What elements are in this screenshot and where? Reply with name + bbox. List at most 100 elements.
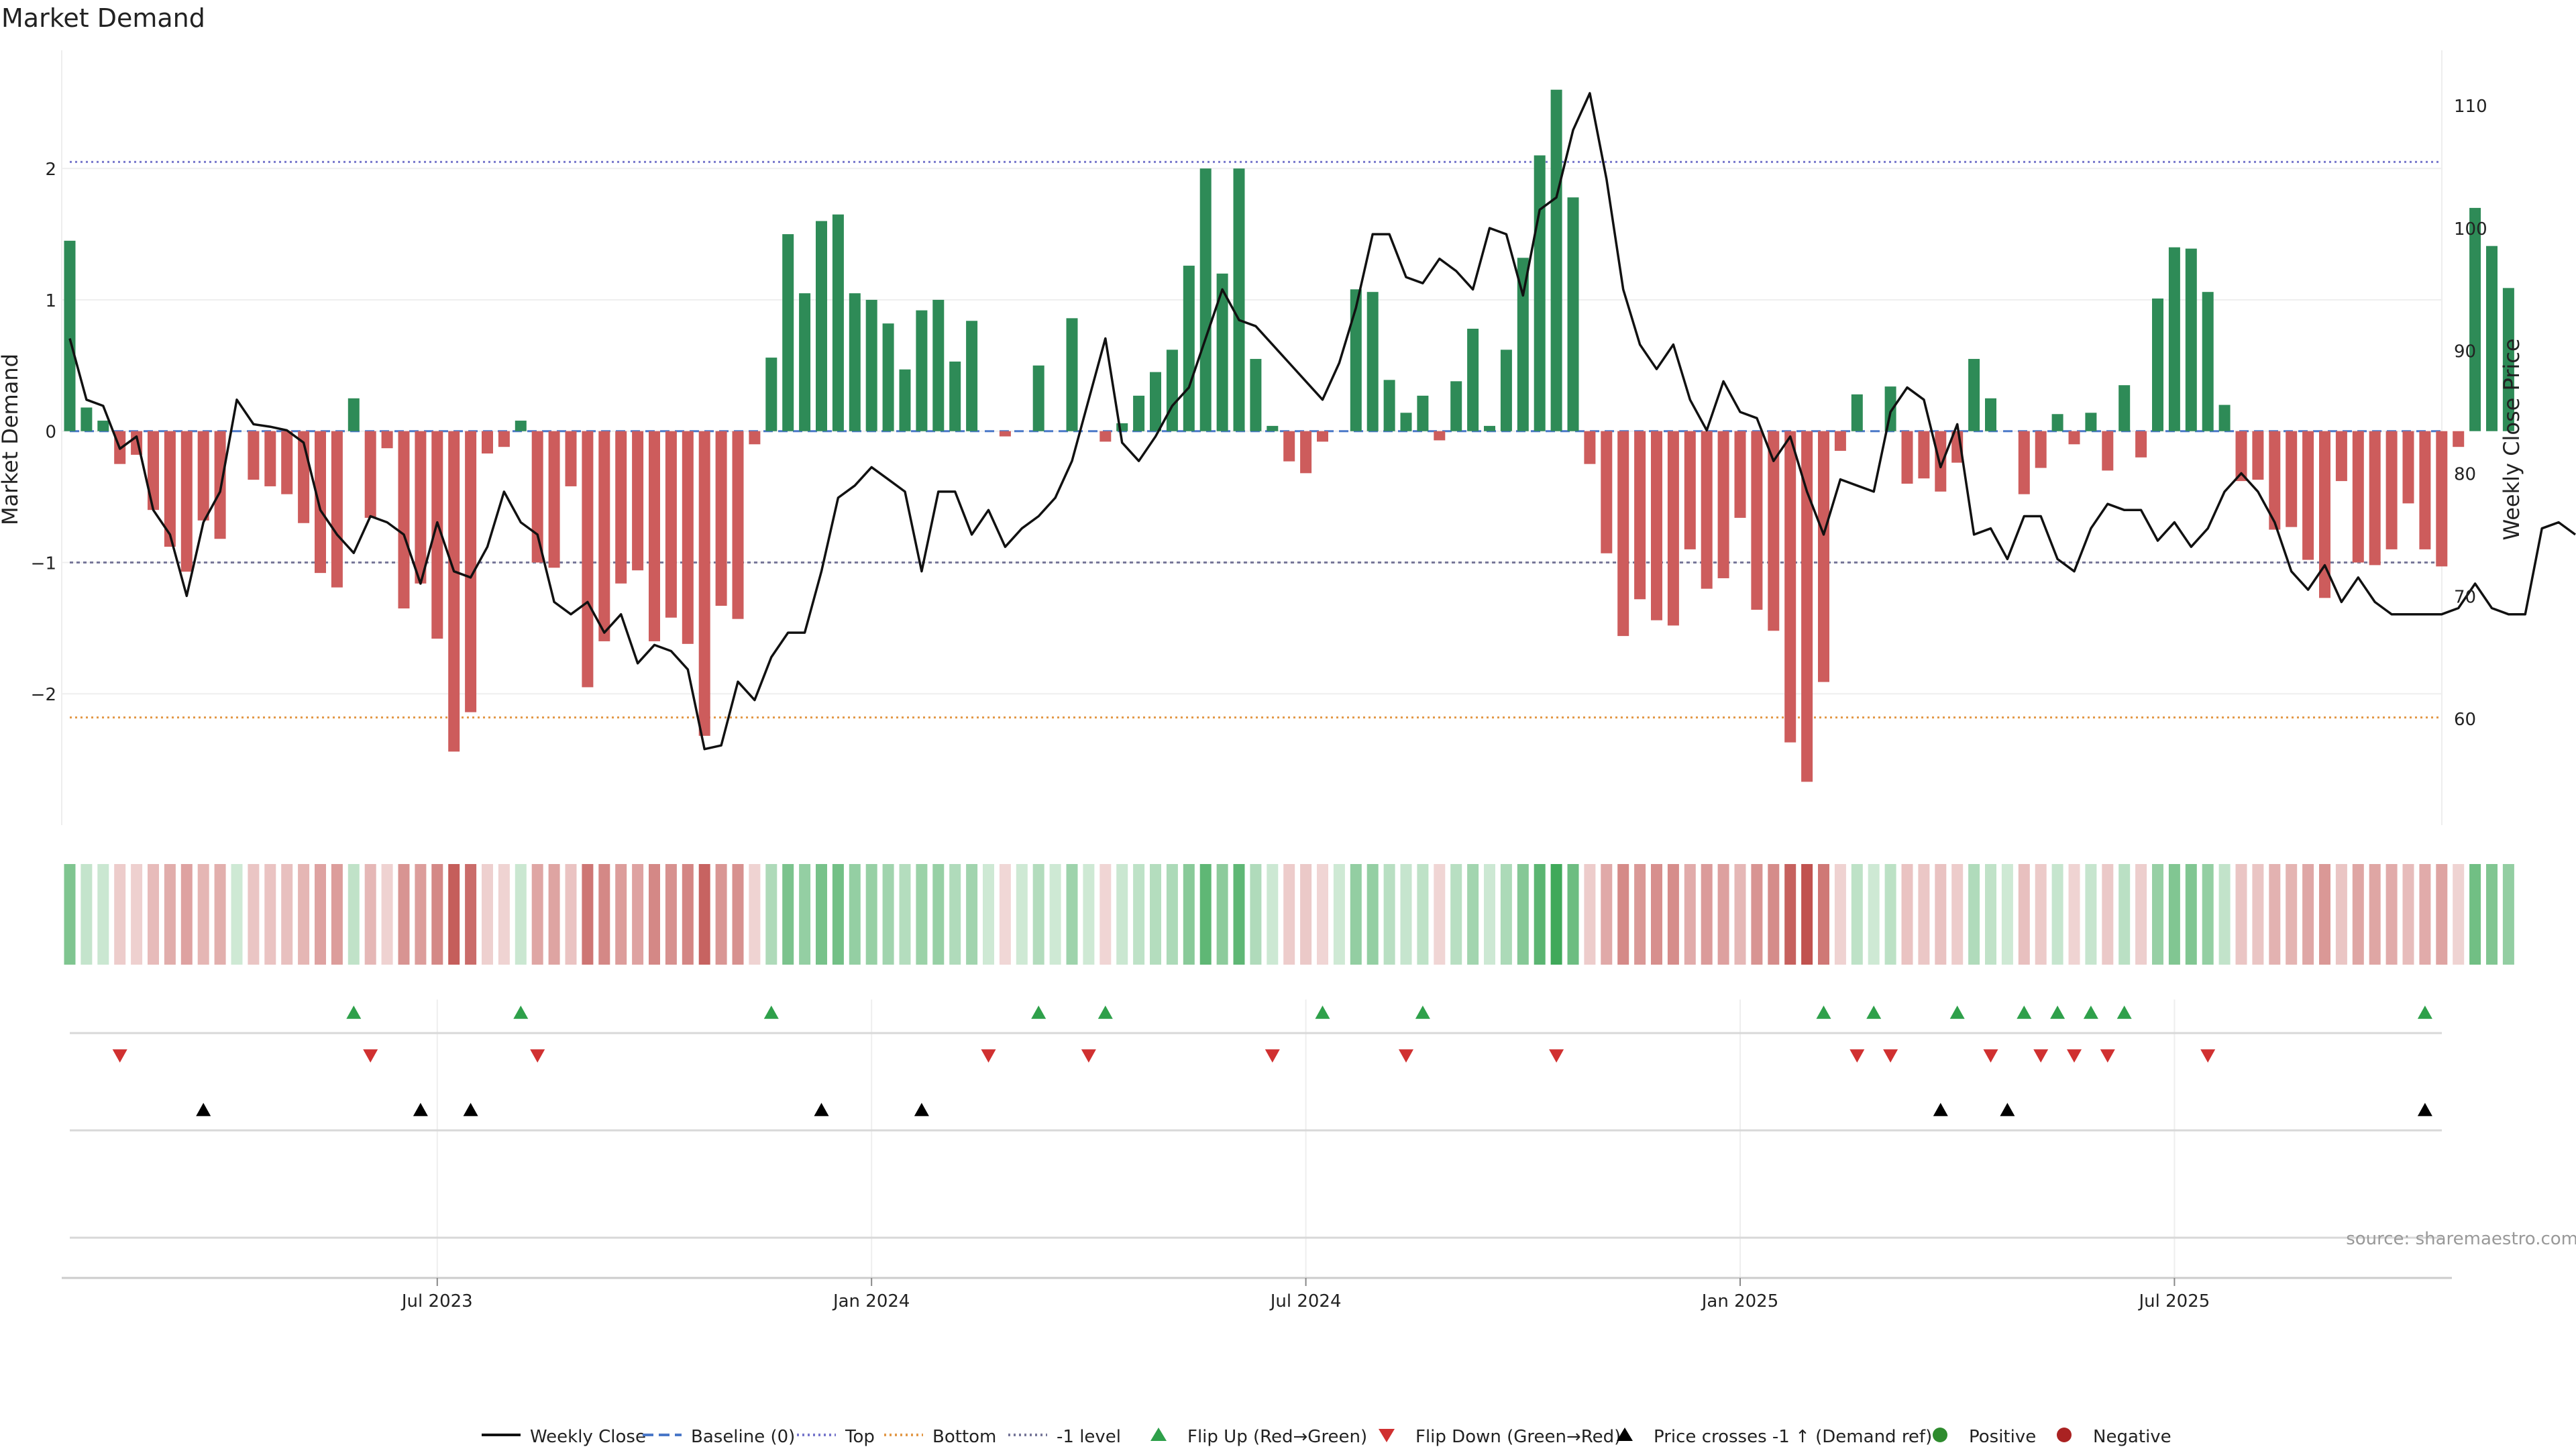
marker-triangle-up	[1933, 1103, 1948, 1116]
heat-cell	[515, 864, 527, 965]
heat-cell	[1534, 864, 1546, 965]
heat-cell	[498, 864, 510, 965]
demand-bar	[1199, 168, 1212, 431]
demand-bar	[565, 431, 577, 486]
heat-cell	[1985, 864, 1996, 965]
x-tick-label: Jul 2024	[1269, 1291, 1342, 1311]
demand-bar	[598, 431, 610, 641]
marker-triangle-up	[346, 1006, 362, 1019]
heat-cell	[1701, 864, 1713, 965]
demand-bar	[2235, 431, 2247, 482]
heat-cell	[882, 864, 894, 965]
demand-bar	[615, 431, 627, 584]
heat-cell	[465, 864, 477, 965]
demand-bar	[1851, 394, 1863, 431]
heat-cell	[1250, 864, 1262, 965]
heat-cell	[2419, 864, 2431, 965]
marker-triangle-up	[1415, 1006, 1430, 1019]
demand-bar	[1500, 350, 1512, 431]
heat-cell	[482, 864, 493, 965]
demand-bar	[1383, 380, 1395, 431]
heat-cell	[1150, 864, 1161, 965]
heat-cell	[2269, 864, 2281, 965]
demand-bar	[164, 431, 176, 547]
heat-cell	[531, 864, 543, 965]
heat-cell	[1550, 864, 1562, 965]
legend-label: Top	[845, 1427, 875, 1447]
demand-bar	[1834, 431, 1846, 451]
demand-bar	[1985, 398, 1996, 431]
x-tick-label: Jul 2025	[2137, 1291, 2210, 1311]
demand-bar	[548, 431, 560, 568]
x-tick-label: Jul 2023	[400, 1291, 473, 1311]
demand-bar	[2352, 431, 2364, 563]
demand-bar	[1768, 431, 1780, 631]
heat-cell	[598, 864, 610, 965]
source-note: source: sharemaestro.com	[2346, 1229, 2576, 1249]
marker-triangle-up	[2417, 1006, 2432, 1019]
heat-cell	[1283, 864, 1295, 965]
legend-label: Positive	[1969, 1427, 2036, 1447]
legend-label: Negative	[2093, 1427, 2171, 1447]
left-tick-label: 2	[45, 160, 56, 180]
heat-cell	[281, 864, 293, 965]
demand-bar	[999, 431, 1011, 437]
marker-triangle-down	[112, 1049, 127, 1063]
heat-cell	[2118, 864, 2131, 965]
demand-bar	[1366, 292, 1379, 431]
heat-cell	[315, 864, 326, 965]
heat-cell	[2102, 864, 2114, 965]
legend-swatch	[1150, 1428, 1167, 1441]
heat-cell	[732, 864, 744, 965]
heat-cell	[1083, 864, 1095, 965]
heat-cell	[1784, 864, 1796, 965]
demand-bar	[2018, 431, 2030, 494]
heat-cell	[2051, 864, 2063, 965]
demand-bar	[816, 221, 827, 431]
demand-bar	[1901, 431, 1913, 484]
demand-bar	[1434, 431, 1446, 441]
marker-triangle-down	[2033, 1049, 2049, 1063]
marker-triangle-up	[413, 1103, 428, 1116]
heat-cell	[1366, 864, 1379, 965]
heat-cell	[1818, 864, 1829, 965]
heat-cell	[1066, 864, 1078, 965]
heat-cell	[1684, 864, 1696, 965]
demand-bar	[1517, 258, 1529, 431]
x-tick-label: Jan 2025	[1701, 1291, 1779, 1311]
legend-label: -1 level	[1057, 1427, 1121, 1447]
heat-cell	[1116, 864, 1128, 965]
demand-bar	[1032, 365, 1044, 431]
demand-bar	[448, 431, 460, 752]
demand-bar	[1300, 431, 1312, 474]
heat-cell	[1016, 864, 1028, 965]
heat-cell	[381, 864, 393, 965]
price-line-group	[68, 92, 2576, 751]
heat-cell	[1751, 864, 1763, 965]
heat-cell	[1851, 864, 1863, 965]
heat-cell	[749, 864, 761, 965]
marker-triangle-up	[1866, 1006, 1882, 1019]
demand-bar	[1651, 431, 1662, 621]
demand-bar	[916, 310, 928, 431]
marker-triangle-up	[2050, 1006, 2065, 1019]
demand-bar	[482, 431, 493, 453]
demand-bar	[2502, 288, 2514, 431]
heat-cell	[2018, 864, 2030, 965]
left-tick-label: 1	[45, 291, 56, 311]
marker-triangle-up	[914, 1103, 929, 1116]
demand-bar	[715, 431, 727, 606]
demand-bar	[281, 431, 293, 494]
chart-title: Market Demand	[1, 3, 205, 33]
demand-bar	[2486, 246, 2498, 431]
demand-bar	[264, 431, 276, 486]
heat-cell	[1233, 864, 1245, 965]
heat-cell	[715, 864, 727, 965]
demand-bar	[2286, 431, 2298, 527]
heat-cell	[2469, 864, 2481, 965]
marker-triangle-up	[2116, 1006, 2132, 1019]
heat-cell	[2152, 864, 2163, 965]
demand-bar	[2269, 431, 2281, 530]
demand-bar	[1267, 425, 1279, 431]
